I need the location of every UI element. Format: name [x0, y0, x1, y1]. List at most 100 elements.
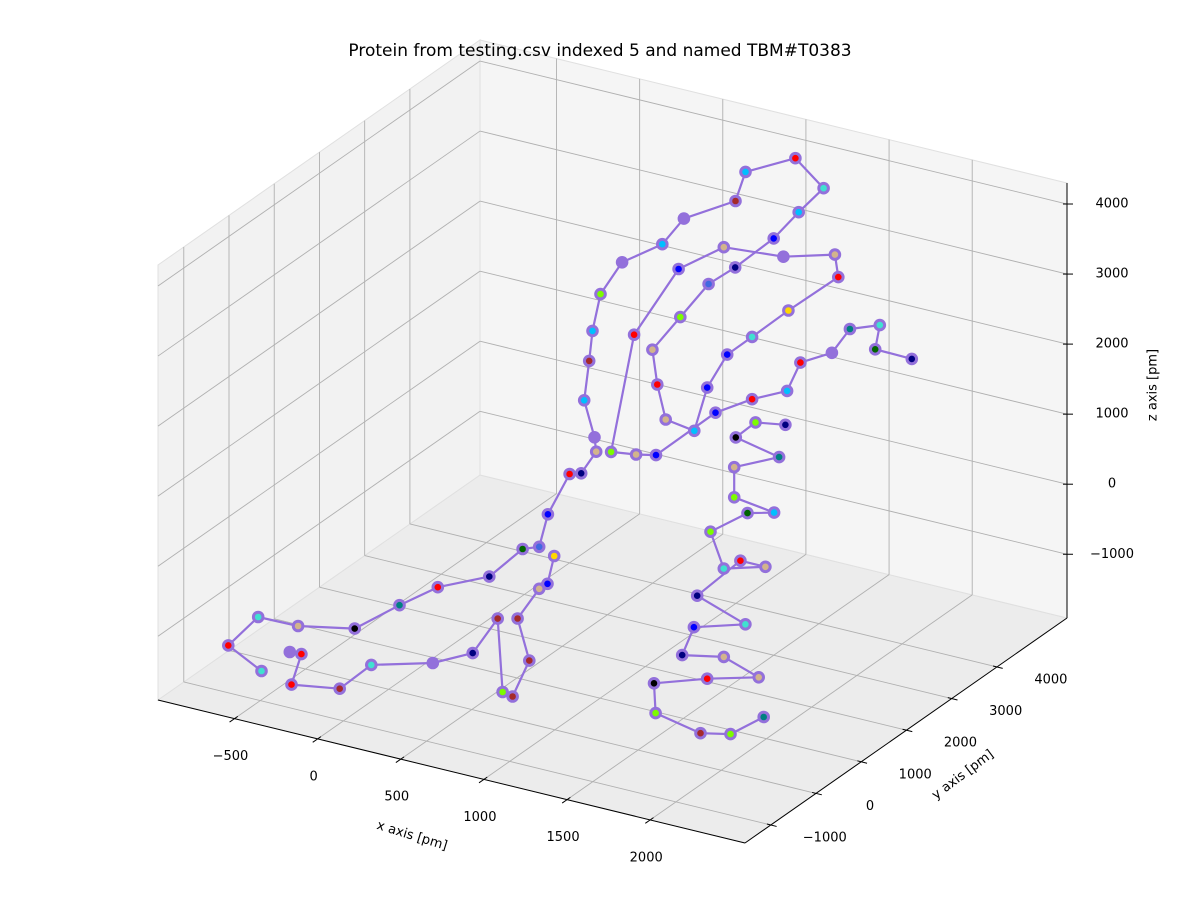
- atom-marker: [759, 560, 772, 574]
- atom-marker: [728, 261, 742, 274]
- tick-mark: [229, 715, 239, 723]
- atom-marker: [659, 413, 673, 426]
- atom-marker: [794, 356, 807, 369]
- atom-marker: [674, 310, 687, 324]
- atom-marker: [285, 678, 298, 691]
- atom-marker: [749, 416, 762, 429]
- atom-marker: [656, 237, 669, 251]
- grid-line: [157, 270, 481, 497]
- tick-mark: [992, 665, 1003, 669]
- y-tick-label: 3000: [989, 704, 1022, 719]
- atom-marker: [717, 650, 731, 664]
- atom-marker: [586, 324, 599, 338]
- z-tick-label: −1000: [1090, 547, 1134, 562]
- tick-mark: [947, 697, 958, 701]
- tick-mark: [902, 728, 913, 733]
- grid-line: [364, 555, 952, 700]
- y-tick-label: 2000: [944, 736, 977, 751]
- grid-line: [479, 200, 1068, 345]
- atom-marker: [745, 392, 759, 406]
- atom-marker: [780, 384, 794, 398]
- grid-line: [157, 200, 481, 427]
- x-tick-label: 1000: [463, 810, 496, 825]
- atom-marker: [649, 706, 662, 720]
- atom-marker: [255, 664, 268, 678]
- atom-marker: [828, 248, 842, 261]
- atom-marker: [541, 508, 555, 521]
- atom-marker: [594, 287, 607, 301]
- tick-mark: [312, 736, 322, 743]
- atom-marker: [251, 610, 265, 624]
- atom-marker: [694, 726, 707, 740]
- atom-marker: [702, 277, 715, 291]
- atom-marker: [582, 354, 596, 368]
- tick-mark: [395, 756, 405, 763]
- atom-marker: [365, 658, 378, 672]
- atom-marker: [589, 445, 603, 459]
- atom-marker: [333, 682, 347, 696]
- z-tick-label: 0: [1108, 477, 1116, 492]
- atom-marker: [727, 491, 741, 504]
- atom-marker: [817, 181, 830, 195]
- atom-marker: [588, 431, 601, 444]
- tick-mark: [645, 817, 654, 824]
- atom-marker: [688, 424, 701, 438]
- atom-marker: [690, 589, 704, 603]
- atom-marker: [466, 646, 480, 660]
- atom-marker: [772, 450, 786, 464]
- atom-marker: [496, 685, 509, 699]
- atom-marker: [615, 256, 629, 269]
- atom-marker: [729, 194, 742, 208]
- atom-marker: [700, 381, 714, 394]
- atom-marker: [629, 448, 643, 461]
- tick-mark: [478, 776, 488, 784]
- tick-mark: [561, 796, 571, 804]
- atom-marker: [724, 727, 737, 741]
- atom-marker: [832, 270, 845, 284]
- atom-marker: [291, 619, 305, 633]
- x-tick-label: −500: [213, 749, 249, 764]
- grid-line: [479, 270, 1068, 415]
- atom-marker: [704, 525, 717, 539]
- atom-marker: [757, 710, 771, 724]
- grid-line: [157, 410, 481, 637]
- atom-marker: [782, 304, 795, 317]
- atom-marker: [532, 540, 546, 554]
- grid: [157, 58, 1068, 826]
- x-tick-label: 0: [309, 769, 317, 784]
- tick-mark: [857, 760, 868, 764]
- atom-marker: [483, 570, 496, 583]
- atom-marker: [687, 620, 701, 634]
- atom-marker: [672, 262, 685, 276]
- atom-marker: [792, 205, 806, 219]
- atom-marker: [752, 671, 766, 684]
- atom-marker: [563, 467, 576, 481]
- chart-title: Protein from testing.csv indexed 5 and n…: [348, 41, 851, 61]
- grid-line: [479, 410, 1068, 555]
- x-tick-label: 500: [384, 790, 409, 805]
- atom-marker: [675, 648, 689, 662]
- atom-marker: [431, 580, 445, 594]
- z-tick-label: 1000: [1095, 407, 1128, 422]
- z-tick-label: 3000: [1095, 267, 1128, 282]
- grid-line: [319, 586, 907, 731]
- axes: −500 0 500 1000 1500 2000 −1000 0 1000 2000 3000 40…: [157, 183, 1134, 865]
- grid-line: [479, 340, 1068, 485]
- atom-marker: [547, 549, 561, 563]
- atom-marker: [767, 232, 781, 245]
- atom-marker: [523, 654, 536, 667]
- atom-marker: [677, 212, 691, 225]
- atom-marker: [627, 328, 641, 342]
- atom-marker: [651, 378, 664, 391]
- atom-marker: [789, 151, 802, 165]
- atom-marker: [709, 406, 722, 420]
- atom-marker: [734, 554, 747, 568]
- atom-marker: [873, 318, 887, 332]
- y-axis-line: [744, 617, 1068, 844]
- atom-marker: [777, 250, 790, 264]
- atom-marker: [739, 618, 752, 631]
- grid-line: [157, 340, 481, 567]
- y-tick-label: 1000: [899, 767, 932, 782]
- atom-marker: [649, 448, 663, 462]
